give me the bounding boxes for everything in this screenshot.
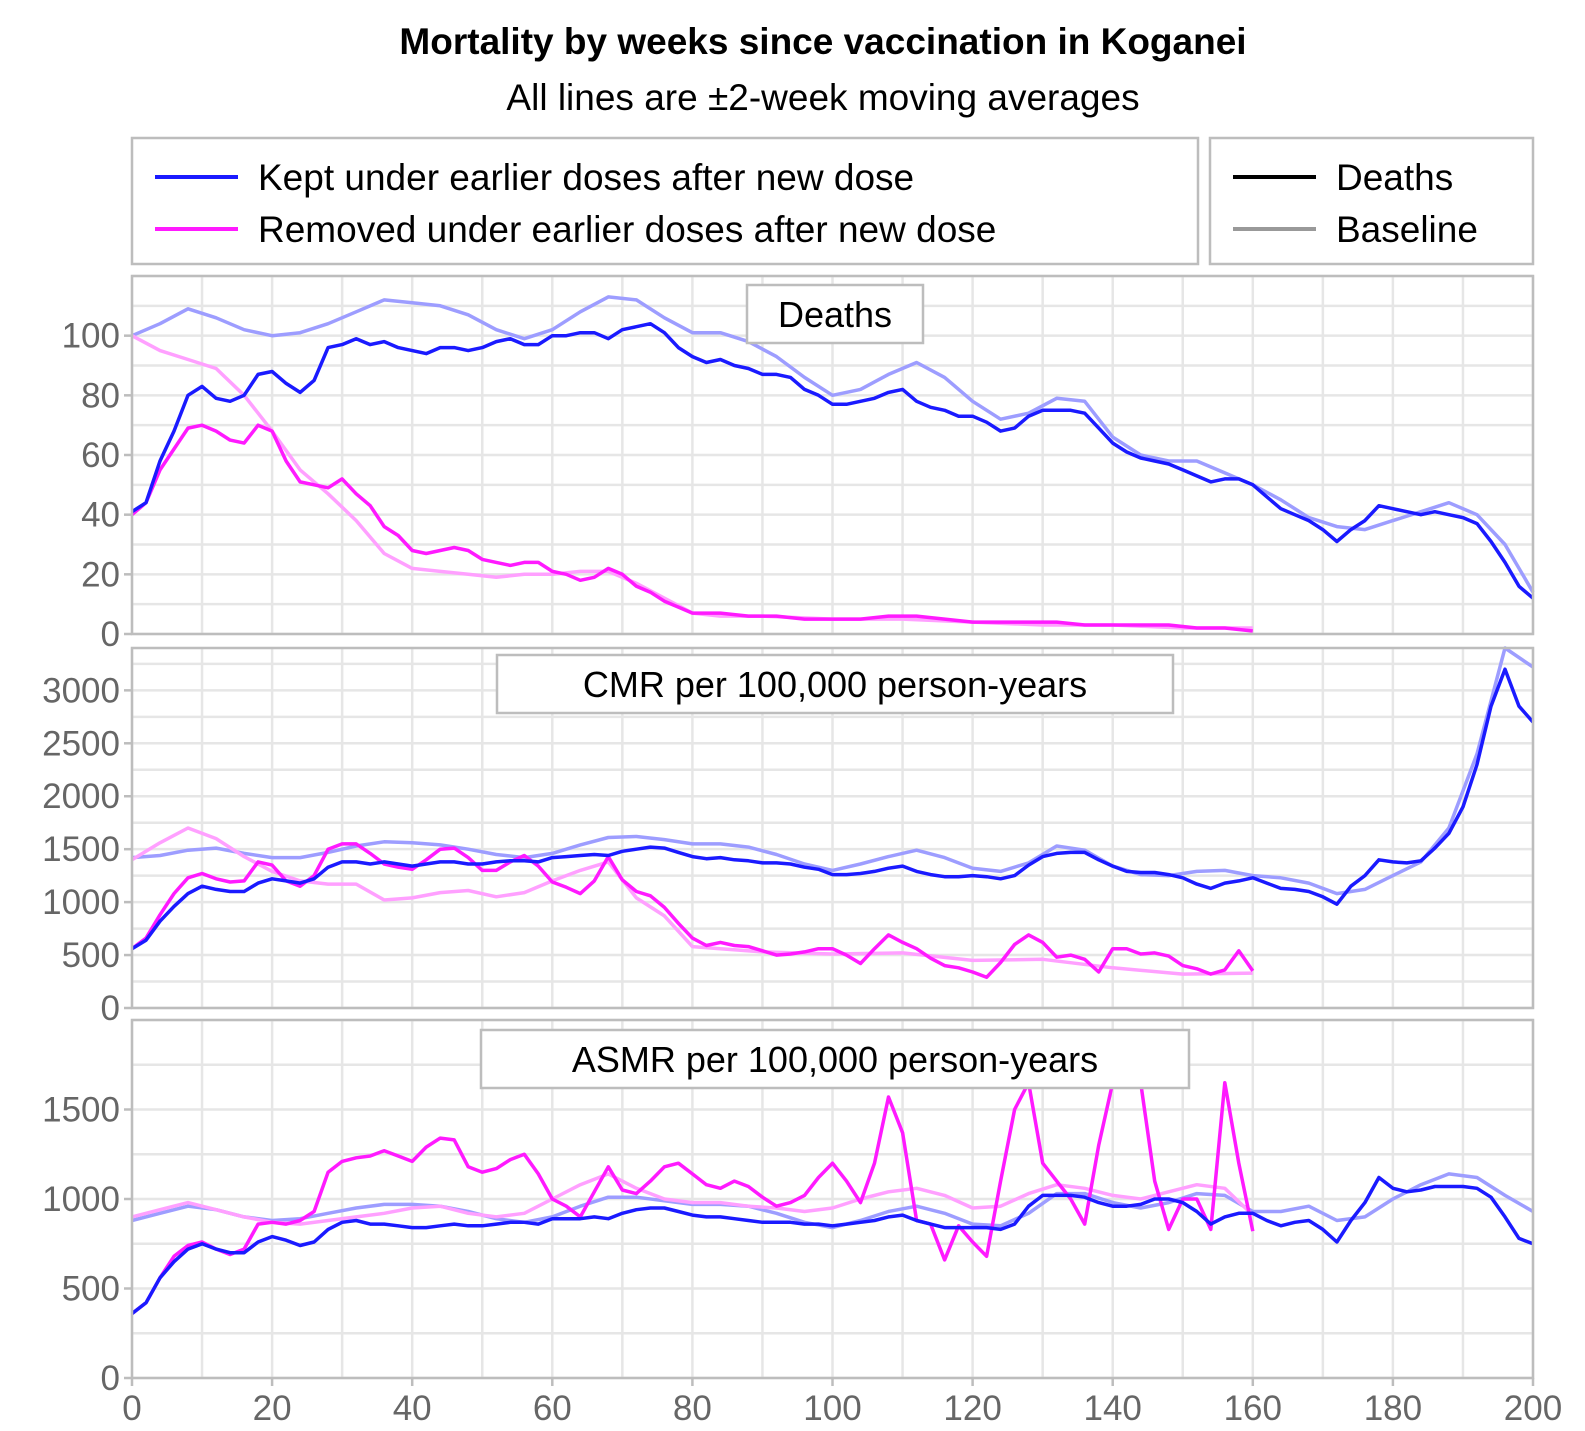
x-tick-label: 200	[1504, 1389, 1562, 1428]
x-tick-label: 140	[1083, 1389, 1141, 1428]
legend-label-kept: Kept under earlier doses after new dose	[258, 157, 914, 198]
x-tick-label: 20	[253, 1389, 292, 1428]
series-kept-deaths	[130, 1175, 1534, 1315]
x-tick-label: 60	[533, 1389, 572, 1428]
y-tick-label: 0	[101, 989, 120, 1028]
panel-frame	[130, 646, 1535, 1010]
y-tick-label: 20	[81, 555, 120, 594]
panel-label: ASMR per 100,000 person-years	[572, 1039, 1098, 1080]
legend-groups: Kept under earlier doses after new dose …	[130, 136, 1200, 266]
y-tick-label: 1000	[42, 883, 120, 922]
x-tick-label: 120	[943, 1389, 1001, 1428]
series-removed-deaths	[130, 842, 1255, 980]
panel-cmr: 0 500 1000 1500 2000 2500 3000 CMR per 100,000 …	[42, 646, 1535, 1028]
series-kept-deaths	[131, 321, 1535, 600]
legend-label-baseline: Baseline	[1336, 209, 1478, 250]
y-tick-label: 2500	[42, 724, 120, 763]
y-tick-label: 0	[101, 615, 120, 654]
panel-label-box	[745, 283, 925, 345]
panel-deaths: 0 20 40 60 80 100 Deaths	[62, 274, 1535, 654]
y-tick-label: 500	[62, 936, 120, 975]
x-tick-label: 0	[122, 1389, 141, 1428]
x-tick-label: 160	[1224, 1389, 1282, 1428]
y-tick-label: 40	[81, 496, 120, 535]
panel-label-box	[495, 653, 1175, 715]
y-tick-label: 1500	[42, 830, 120, 869]
series-kept-baseline	[131, 1172, 1534, 1230]
y-tick-label: 3000	[42, 671, 120, 710]
y-tick-label: 1500	[42, 1091, 120, 1130]
chart-title: Mortality by weeks since vaccination in …	[399, 21, 1246, 62]
x-axis: 0 20 40 60 80 100 120 140 160 180 200	[122, 1378, 1562, 1428]
panel-asmr: 0 500 1000 1500 ASMR per 100,000 person-year…	[42, 1018, 1535, 1398]
chart-panels: 0 20 40 60 80 100 Deaths 0 500 1000 1500 2000 2500 30…	[42, 274, 1535, 1398]
legend-types: Deaths Baseline	[1208, 136, 1535, 266]
y-tick-label: 1000	[42, 1180, 120, 1219]
legend-label-deaths: Deaths	[1336, 157, 1453, 198]
x-tick-label: 80	[673, 1389, 712, 1428]
series-removed-baseline	[131, 334, 1253, 630]
y-tick-label: 0	[101, 1359, 120, 1398]
series-removed-baseline	[131, 826, 1253, 976]
y-tick-label: 2000	[42, 777, 120, 816]
panel-label: CMR per 100,000 person-years	[583, 664, 1087, 705]
x-tick-label: 180	[1364, 1389, 1422, 1428]
y-tick-label: 500	[62, 1270, 120, 1309]
panel-frame	[130, 274, 1535, 636]
y-tick-label: 80	[81, 376, 120, 415]
chart-subtitle: All lines are ±2-week moving averages	[506, 77, 1139, 118]
panel-label: Deaths	[778, 294, 892, 335]
series-kept-baseline	[131, 646, 1534, 896]
series-kept-baseline	[131, 295, 1535, 594]
series-removed-baseline	[131, 1172, 1255, 1226]
series-removed-deaths	[130, 1071, 1255, 1315]
series-kept-deaths	[131, 667, 1535, 951]
panel-label-box	[479, 1028, 1191, 1090]
legend-label-removed: Removed under earlier doses after new do…	[258, 209, 996, 250]
x-tick-label: 40	[393, 1389, 432, 1428]
y-tick-label: 100	[62, 317, 120, 356]
x-tick-label: 100	[803, 1389, 861, 1428]
y-tick-label: 60	[81, 436, 120, 475]
series-removed-deaths	[130, 423, 1253, 633]
